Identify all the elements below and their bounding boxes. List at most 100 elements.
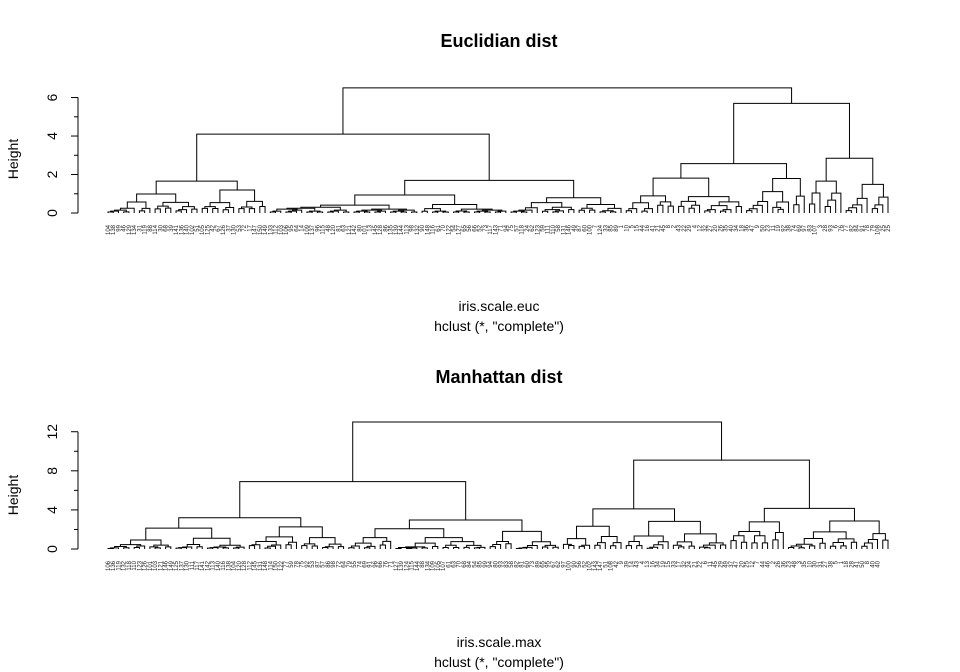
dendrogram-merge: [541, 546, 549, 549]
leaf-label: 36: [781, 560, 787, 567]
leaf-label: 145: [373, 224, 379, 235]
leaf-label: 99: [483, 560, 489, 567]
dendrogram-merge: [733, 535, 745, 543]
leaf-label: 9: [755, 224, 761, 228]
dendrogram-merge: [541, 210, 549, 213]
leaf-label: 7: [593, 224, 599, 228]
leaf-label: 65: [462, 224, 468, 231]
leaf-label: 13: [368, 224, 374, 231]
dendrogram-merge: [285, 211, 292, 213]
dendrogram-merge: [646, 547, 653, 549]
leaf-label: 87: [577, 224, 583, 231]
leaf-label: 90: [572, 560, 578, 567]
dendrogram-merge: [667, 205, 674, 213]
leaf-label: 34: [656, 560, 662, 567]
dendrogram-merge: [581, 544, 591, 549]
y-tick-label: 2: [44, 170, 60, 178]
dendrogram-merge: [364, 547, 371, 549]
leaf-label: 103: [153, 560, 159, 571]
dendrogram-merge: [568, 209, 575, 213]
dendrogram-merge: [688, 207, 695, 213]
dendrogram-merge: [704, 210, 711, 213]
leaf-label: 127: [394, 560, 400, 571]
leaf-label: 64: [342, 560, 348, 567]
leaf-label: 92: [781, 224, 787, 231]
dendrogram-merge: [819, 542, 826, 549]
leaf-label: 146: [567, 224, 573, 235]
dendrogram-merge: [311, 545, 318, 549]
leaf-label: 89: [614, 224, 620, 231]
dendrogram-merge: [754, 535, 766, 543]
leaf-label: 11: [771, 224, 777, 231]
leaf-label: 12: [750, 560, 756, 567]
x-axis-label-euclidean: iris.scale.euc: [459, 298, 540, 314]
dendrogram-merge: [610, 545, 617, 549]
leaf-label: 135: [389, 224, 395, 235]
leaf-label: 143: [593, 560, 599, 571]
dendrogram-merge: [309, 537, 336, 545]
dendrogram-merge: [276, 208, 298, 212]
method-label-manhattan: hclust (*, "complete"): [434, 654, 564, 670]
leaf-label: 46: [122, 224, 128, 231]
leaf-label: 27: [823, 560, 829, 567]
leaf-label: 101: [363, 224, 369, 235]
leaf-label: 52: [478, 224, 484, 231]
dendrogram-merge: [746, 210, 753, 213]
leaf-label: 108: [876, 224, 882, 235]
dendrogram-merge: [788, 546, 795, 549]
y-tick-label: 4: [44, 132, 60, 140]
dendrogram-merge: [552, 211, 559, 213]
leaf-label: 121: [158, 560, 164, 571]
leaf-label: 46: [766, 560, 772, 567]
leaf-label: 79: [347, 560, 353, 567]
dendrogram-merge: [178, 547, 188, 549]
dendrogram-merge: [233, 547, 240, 549]
leaf-label: 100: [567, 560, 573, 571]
dendrogram-merge: [798, 547, 805, 549]
y-axis-label-manhattan: Height: [5, 475, 21, 516]
leaf-label: 23: [766, 224, 772, 231]
dendrogram-merge: [625, 210, 632, 213]
leaf-label: 115: [410, 560, 416, 570]
dendrogram-merge: [625, 545, 632, 549]
dendrogram-merge: [589, 209, 596, 213]
dendrogram-merge: [329, 210, 339, 213]
leaf-label: 29: [718, 560, 724, 567]
leaf-label: 41: [650, 224, 656, 231]
dendrogram-merge: [288, 210, 297, 213]
dendrogram-merge: [687, 196, 730, 202]
dendrogram-merge: [748, 521, 780, 533]
dendrogram-merge: [364, 211, 371, 213]
dendrogram-merge: [510, 211, 517, 213]
dendrogram-merge: [460, 208, 493, 212]
leaf-label: 22: [698, 560, 704, 567]
leaf-label: 76: [383, 560, 389, 567]
leaf-label: 119: [143, 224, 149, 234]
dendrogram-merge: [633, 535, 664, 542]
leaf-label: 56: [577, 560, 583, 567]
dendrogram-merge: [138, 210, 146, 213]
leaf-label: 107: [813, 224, 819, 235]
dendrogram-merge: [206, 547, 214, 549]
dendrogram-merge: [497, 210, 507, 213]
dendrogram-merge: [354, 194, 456, 206]
leaf-label: 73: [483, 224, 489, 231]
leaf-label: 106: [106, 560, 112, 571]
dendrogram-merge: [562, 543, 572, 549]
leaf-label: 67: [216, 224, 222, 231]
dendrogram-merge: [840, 545, 847, 549]
dendrogram-merge: [772, 206, 782, 213]
dendrogram-merge: [473, 547, 481, 549]
leaf-label: 134: [132, 224, 138, 235]
dendrogram-merge: [702, 544, 716, 549]
leaf-label: 93: [828, 224, 834, 231]
dendrogram-merge: [382, 540, 392, 549]
dendrogram-merge: [377, 210, 386, 213]
leaf-label: 90: [420, 224, 426, 231]
dendrogram-merge: [735, 205, 742, 213]
dendrogram-merge: [672, 544, 682, 549]
leaf-label: 15: [666, 560, 672, 567]
leaf-label: 120: [237, 560, 243, 571]
dendrogram-merge: [600, 535, 618, 543]
